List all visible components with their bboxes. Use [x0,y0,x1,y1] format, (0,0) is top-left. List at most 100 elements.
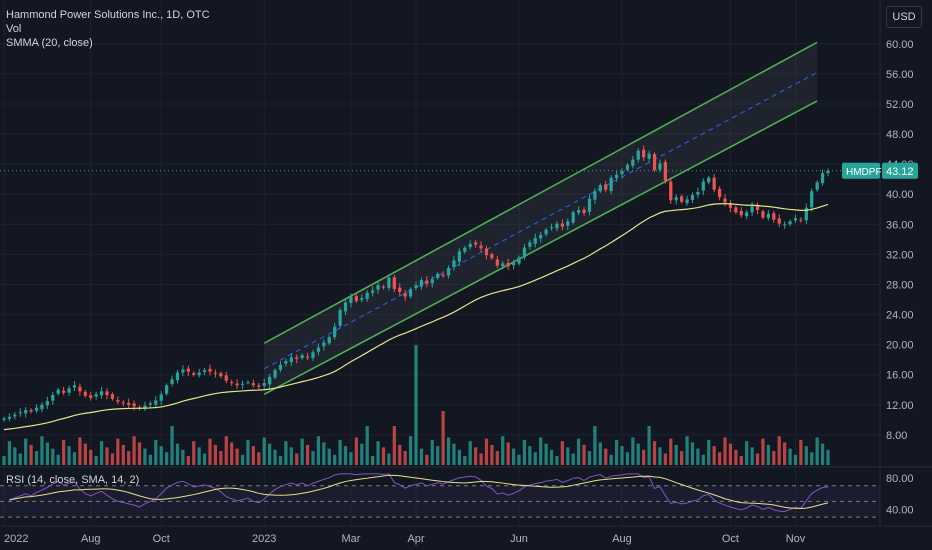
volume-bar [175,443,180,465]
volume-bar [289,447,293,465]
candle-body [463,247,467,252]
volume-bar [414,345,418,465]
candle-body [316,347,321,352]
volume-bar [549,449,554,465]
parallel-channel[interactable] [263,41,818,396]
candle-body [717,188,722,198]
candle-body [13,414,17,417]
candle-body [235,383,239,386]
volume-bar [739,456,743,465]
volume-bar [105,447,109,465]
candle-body [327,337,331,344]
candle-body [663,162,667,181]
volume-bar [99,441,104,465]
candle-body [593,191,597,200]
candle-body [333,326,337,338]
price-axis-bg [880,0,932,550]
volume-bar [614,439,619,465]
currency-button[interactable]: USD [886,6,922,28]
rsi-legend[interactable]: RSI (14, close, SMA, 14, 2) [6,474,140,486]
rsi-tick-label: 80.00 [886,473,914,485]
candle-body [7,416,12,419]
volume-bar [810,452,814,465]
candle-body [799,219,803,221]
volume-bar [658,447,662,465]
candle-body [425,280,429,284]
volume-bars [2,345,830,465]
volume-bar [165,452,169,465]
volume-bar [625,452,630,465]
volume-bar [197,447,201,465]
candle-body [712,177,716,190]
candle-body [701,181,705,191]
channel-upper-line [263,41,818,344]
volume-bar [327,448,331,465]
volume-bar [132,436,136,465]
candle-body [474,242,478,245]
rsi-axis-bg [880,468,932,525]
volume-bar [696,448,700,465]
volume-bar [783,442,787,465]
candle-body [371,290,375,293]
volume-bar [446,437,451,465]
price-grid [0,0,880,525]
candle-body [549,227,554,229]
volume-bar [430,439,434,465]
candle-body [658,163,662,170]
candle-body [376,285,380,290]
volume-bar [474,447,478,465]
volume-legend[interactable]: Vol [6,23,22,35]
candle-body [446,267,451,276]
volume-bar [636,443,640,465]
candle-body [430,279,434,284]
volume-bar [251,446,255,465]
candle-body [788,221,792,225]
candle-body [441,274,445,276]
candle-body [24,410,28,414]
volume-bar [717,452,722,465]
volume-bar [354,437,358,465]
candle-body [29,410,33,412]
candle-body [766,213,770,218]
candle-body [148,403,152,405]
volume-bar [707,439,711,465]
volume-bar [262,437,266,465]
volume-bar [544,443,548,465]
candle-body [707,177,711,183]
tag-value-box [882,162,918,179]
smma-legend[interactable]: SMMA (20, close) [6,37,93,49]
price-tick-label: 60.00 [886,39,914,51]
volume-bar [419,448,424,465]
price-tick-label: 52.00 [886,99,914,111]
volume-bar [587,451,592,465]
volume-bar [278,456,283,465]
volume-bar [690,442,695,465]
candle-body [165,385,169,394]
candle-body [181,369,185,373]
volume-bar [772,451,776,465]
candle-body [121,402,125,404]
candle-body [45,401,49,406]
candle-body [268,377,272,385]
rsi-line [9,473,829,512]
volume-bar [604,448,608,465]
symbol-title[interactable]: Hammond Power Solutions Inc., 1D, OTC [6,9,210,21]
time-axis[interactable]: 2022 Aug Oct 2023 Mar Apr Jun Aug Oct Nov [0,525,932,545]
candle-body [490,254,494,259]
volume-bar [240,454,245,465]
candle-body [745,212,749,217]
candle-body [62,390,66,393]
volume-bar [804,446,808,465]
candle-body [723,198,727,203]
volume-bar [680,451,684,465]
volume-bar [533,452,537,465]
candle-body [614,174,619,179]
volume-bar [284,441,288,465]
volume-bar [24,438,28,465]
candle-body [804,207,808,221]
price-axis[interactable]: 60.0056.0052.0048.0044.0040.0036.0032.00… [879,0,932,550]
volume-bar [2,456,6,465]
candle-body [506,262,510,267]
volume-bar [571,453,575,465]
